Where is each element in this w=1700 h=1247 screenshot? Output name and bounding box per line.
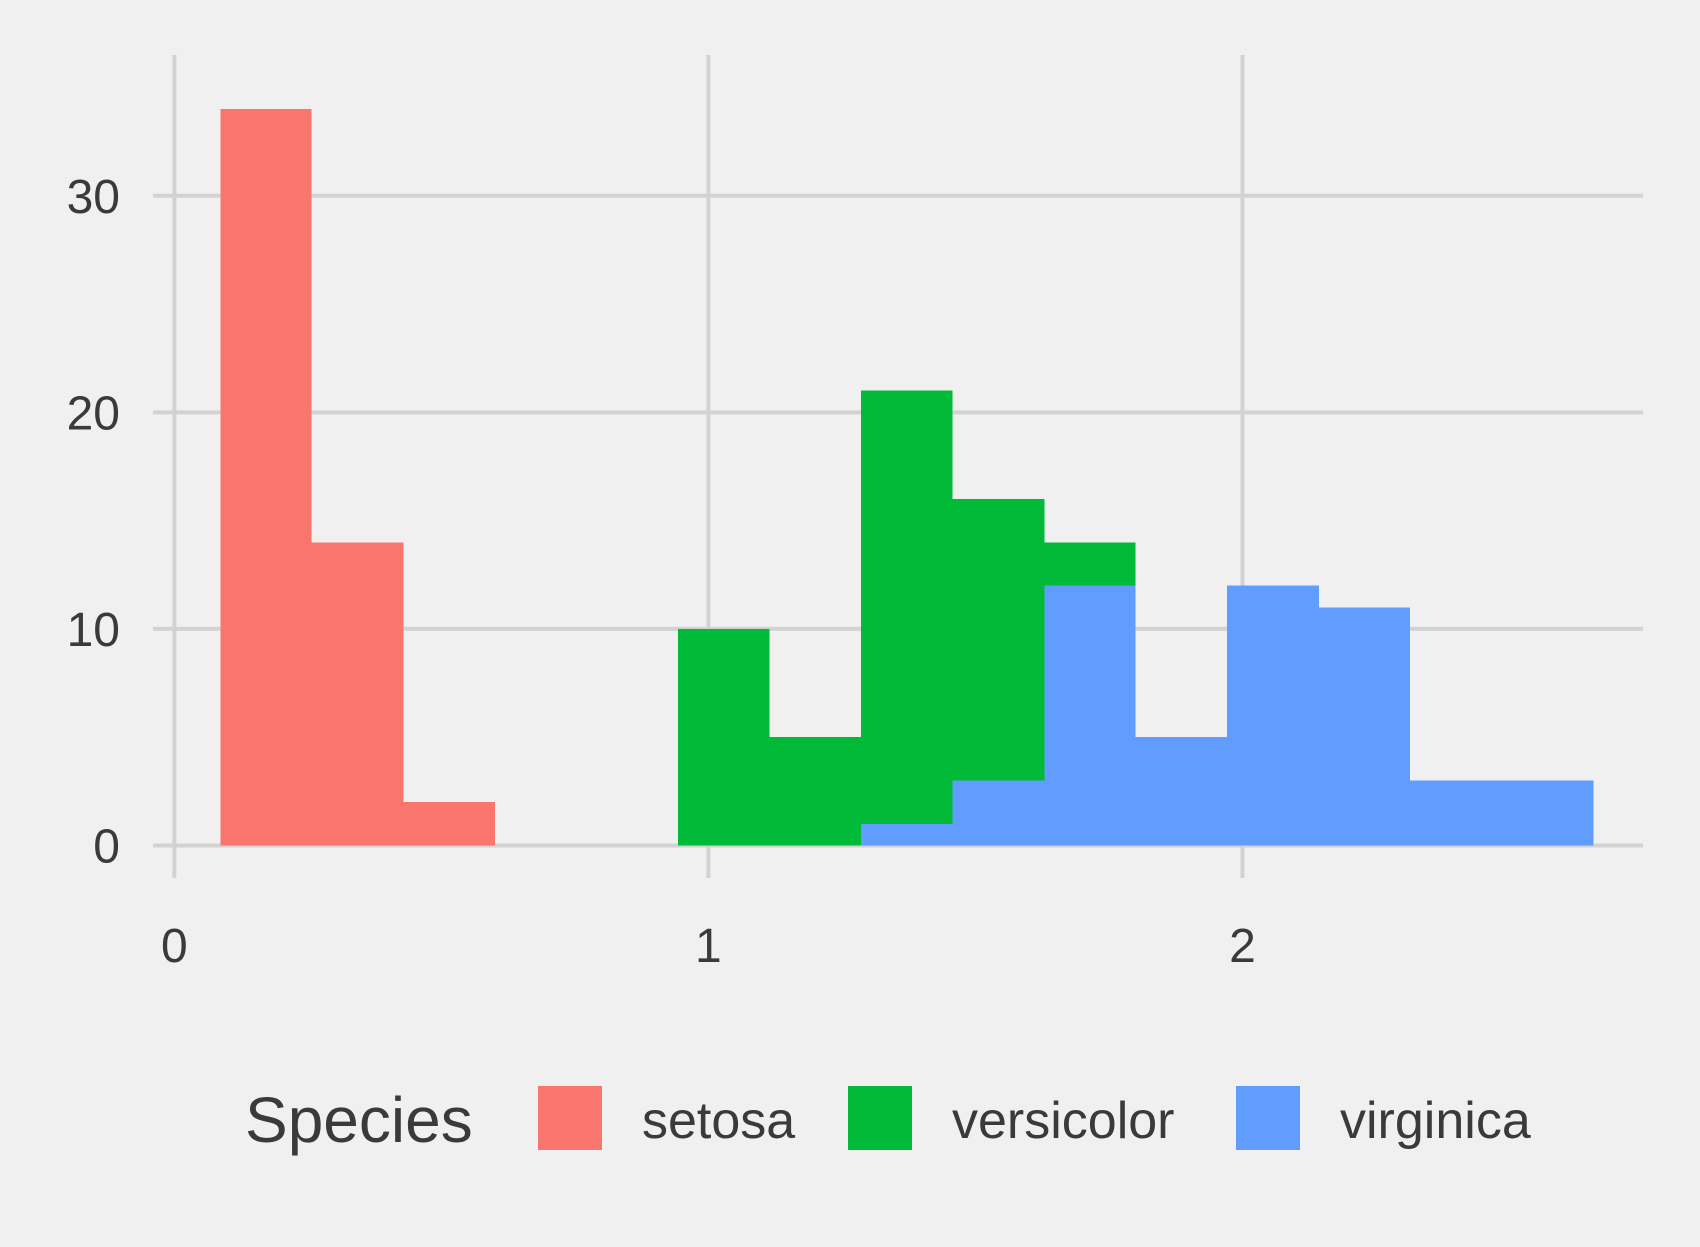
bar-virginica-4 xyxy=(1226,585,1319,846)
legend-key-virginica xyxy=(1236,1086,1300,1150)
bar-setosa-2 xyxy=(403,802,495,846)
bar-setosa-0 xyxy=(220,109,312,846)
bar-versicolor-1 xyxy=(769,737,862,846)
y-axis-tick-labels: 0 10 20 30 xyxy=(67,171,120,874)
legend-label-setosa: setosa xyxy=(642,1092,795,1150)
x-tick-label: 1 xyxy=(695,920,722,973)
x-tick-label: 0 xyxy=(161,920,188,973)
legend: Species setosa versicolor virginica xyxy=(245,1084,1531,1156)
series-setosa xyxy=(220,109,495,846)
y-tick-label: 20 xyxy=(67,387,120,440)
legend-label-versicolor: versicolor xyxy=(952,1092,1175,1150)
bar-virginica-5 xyxy=(1318,607,1411,846)
legend-key-versicolor xyxy=(848,1086,912,1150)
bar-versicolor-2 xyxy=(861,390,953,846)
y-tick-label: 10 xyxy=(67,604,120,657)
y-tick-label: 30 xyxy=(67,171,120,224)
bar-setosa-1 xyxy=(311,542,404,846)
bar-virginica-2 xyxy=(1044,585,1136,846)
bar-virginica-6 xyxy=(1410,780,1594,846)
x-axis-tick-labels: 0 1 2 xyxy=(161,920,1256,973)
x-tick-label: 2 xyxy=(1229,920,1256,973)
legend-key-setosa xyxy=(538,1086,602,1150)
bar-virginica-0 xyxy=(861,823,953,846)
y-tick-label: 0 xyxy=(93,821,120,874)
legend-label-virginica: virginica xyxy=(1340,1092,1531,1150)
histogram-bars xyxy=(220,109,1594,846)
bar-virginica-1 xyxy=(952,780,1045,846)
series-virginica xyxy=(861,585,1594,846)
bar-versicolor-0 xyxy=(677,628,770,846)
bar-virginica-3 xyxy=(1135,737,1227,846)
legend-title: Species xyxy=(245,1084,473,1156)
